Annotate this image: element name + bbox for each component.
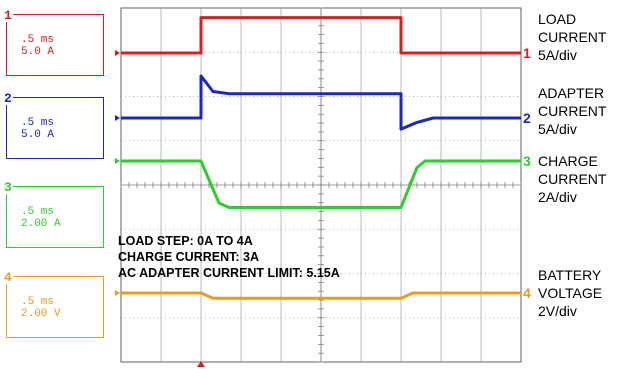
label-battery-voltage-line1: BATTERY xyxy=(538,267,602,283)
channel-markers: 1 2 3 4 xyxy=(115,45,531,367)
label-battery-voltage-line3: 2V/div xyxy=(538,303,577,319)
label-adapter-current-line2: CURRENT xyxy=(538,103,607,119)
trigger-marker xyxy=(197,361,205,367)
channel-marker-4: 4 xyxy=(523,285,531,301)
label-battery-voltage: BATTERY VOLTAGE 2V/div xyxy=(538,266,602,320)
label-charge-current: CHARGE CURRENT 2A/div xyxy=(538,152,606,206)
channel-marker-2: 2 xyxy=(523,110,531,126)
label-load-current-line3: 5A/div xyxy=(538,47,577,63)
label-load-current-line2: CURRENT xyxy=(538,29,607,45)
channel-3-box: 3 .5 ms 2.00 A xyxy=(3,181,104,248)
label-battery-voltage-line2: VOLTAGE xyxy=(538,285,603,301)
label-charge-current-line1: CHARGE xyxy=(538,153,598,169)
channel-4-number: 4 xyxy=(3,270,13,285)
trace-channel-2 xyxy=(121,74,521,131)
ground-marker-2 xyxy=(115,115,120,121)
channel-1-timebase: .5 ms xyxy=(21,34,55,46)
channel-4-scale: 2.00 V xyxy=(21,308,61,320)
label-adapter-current-line3: 5A/div xyxy=(538,121,577,137)
channel-2-timebase: .5 ms xyxy=(21,117,55,129)
channel-2-box: 2 .5 ms 5.0 A xyxy=(3,92,104,159)
channel-2-scale: 5.0 A xyxy=(21,129,55,141)
channel-marker-1: 1 xyxy=(523,45,531,61)
note-adapter-limit: AC ADAPTER CURRENT LIMIT: 5.15A xyxy=(118,266,340,280)
ground-marker-1 xyxy=(115,50,120,56)
channel-4-timebase: .5 ms xyxy=(21,296,55,308)
note-load-step: LOAD STEP: 0A TO 4A xyxy=(118,234,253,248)
note-charge-current: CHARGE CURRENT: 3A xyxy=(118,250,259,264)
label-adapter-current: ADAPTER CURRENT 5A/div xyxy=(538,84,606,138)
channel-1-number: 1 xyxy=(3,8,13,23)
channel-3-timebase: .5 ms xyxy=(21,206,55,218)
label-adapter-current-line1: ADAPTER xyxy=(538,85,605,101)
ground-marker-4 xyxy=(115,290,120,296)
trace-channel-1 xyxy=(121,16,521,55)
label-charge-current-line2: CURRENT xyxy=(538,171,607,187)
channel-1-scale: 5.0 A xyxy=(21,46,55,58)
channel-4-box: 4 .5 ms 2.00 V xyxy=(3,271,104,338)
channel-marker-3: 3 xyxy=(523,153,531,169)
trace-channel-4 xyxy=(121,291,521,300)
scope-grid xyxy=(120,7,522,363)
label-load-current: LOAD CURRENT 5A/div xyxy=(538,10,606,64)
channel-2-number: 2 xyxy=(3,91,13,106)
channel-3-scale: 2.00 A xyxy=(21,218,61,230)
label-charge-current-line3: 2A/div xyxy=(538,189,577,205)
channel-1-box: 1 .5 ms 5.0 A xyxy=(3,9,104,76)
trace-channel-3 xyxy=(121,159,521,209)
scope-traces xyxy=(121,16,521,300)
ground-marker-3 xyxy=(115,158,120,164)
channel-3-number: 3 xyxy=(3,180,13,195)
label-load-current-line1: LOAD xyxy=(538,11,577,27)
